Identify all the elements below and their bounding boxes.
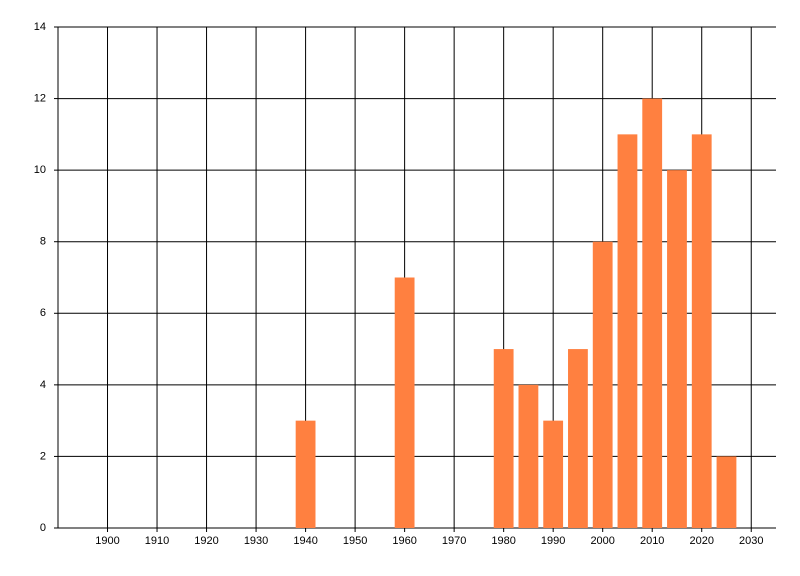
x-tick-label: 1960 xyxy=(392,535,416,547)
x-tick-label: 1970 xyxy=(442,535,466,547)
x-tick-label: 2020 xyxy=(689,535,713,547)
y-tick-label: 4 xyxy=(40,379,46,391)
bar xyxy=(716,456,737,528)
bar xyxy=(568,349,588,528)
x-tick-label: 1990 xyxy=(541,535,565,547)
x-tick-label: 1950 xyxy=(343,535,367,547)
bar xyxy=(642,98,663,529)
bar xyxy=(592,241,613,528)
bar xyxy=(617,134,638,528)
x-tick-label: 2030 xyxy=(739,535,763,547)
bar xyxy=(518,384,539,528)
x-tick-label: 1910 xyxy=(145,535,169,547)
bar xyxy=(295,420,316,528)
x-tick-label: 2000 xyxy=(590,535,614,547)
x-tick-label: 1980 xyxy=(491,535,515,547)
bar xyxy=(394,277,415,528)
y-tick-label: 2 xyxy=(40,450,46,462)
x-tick-label: 2010 xyxy=(640,535,664,547)
bar xyxy=(493,349,514,528)
x-tick-label: 1930 xyxy=(244,535,268,547)
bar xyxy=(543,420,564,528)
bar xyxy=(691,134,712,528)
x-tick-label: 1920 xyxy=(194,535,218,547)
x-tick-label: 1940 xyxy=(293,535,317,547)
y-tick-label: 8 xyxy=(40,236,46,248)
y-tick-label: 10 xyxy=(34,164,46,176)
y-tick-label: 6 xyxy=(40,307,46,319)
x-tick-label: 1900 xyxy=(95,535,119,547)
y-tick-label: 14 xyxy=(34,21,46,33)
bar xyxy=(667,170,687,528)
y-tick-label: 12 xyxy=(34,92,46,104)
y-tick-label: 0 xyxy=(40,522,46,534)
